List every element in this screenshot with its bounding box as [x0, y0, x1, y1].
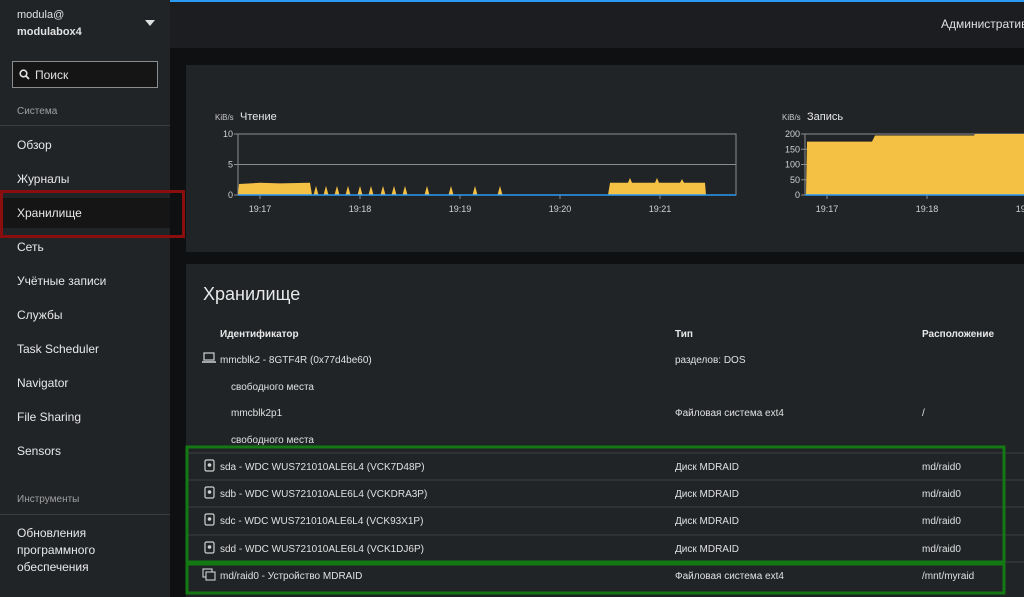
- chart-title: Запись: [807, 111, 843, 123]
- nav-item[interactable]: Task Scheduler: [17, 342, 100, 356]
- y-tick-label: 50: [790, 175, 800, 185]
- y-tick-label: 100: [785, 160, 800, 170]
- caret[interactable]: [145, 20, 155, 26]
- disk-icon: [204, 513, 215, 526]
- y-axis-label: KiB/s: [782, 113, 801, 122]
- disk-icon: [207, 545, 212, 549]
- divider: [0, 514, 170, 515]
- y-axis-label: KiB/s: [215, 113, 234, 122]
- cell-type: Диск MDRAID: [675, 516, 739, 527]
- search-box[interactable]: Поиск: [12, 61, 158, 88]
- divider: [0, 125, 170, 126]
- disk-icon: [204, 459, 215, 472]
- cell-id: sdc - WDC WUS721010ALE6L4 (VCK93X1P): [220, 516, 423, 527]
- cell-id: sdb - WDC WUS721010ALE6L4 (VCKDRA3P): [220, 489, 427, 500]
- x-tick-label: 19:19: [1016, 204, 1024, 214]
- highlight-box: [185, 445, 1006, 564]
- x-tick-label: 19:21: [649, 204, 672, 214]
- nav-item[interactable]: Обновления программного обеспечения: [17, 526, 96, 574]
- cell-id: md/raid0 - Устройство MDRAID: [220, 571, 362, 582]
- disk-icon: [204, 541, 215, 554]
- search-placeholder: Поиск: [35, 68, 69, 82]
- x-tick-label: 19:20: [549, 204, 572, 214]
- cell-type: разделов: DOS: [675, 355, 746, 366]
- chart-title: Чтение: [240, 111, 277, 123]
- cell-type: Диск MDRAID: [675, 462, 739, 473]
- top-bar: Административ: [170, 0, 1024, 48]
- disk-icon: [207, 490, 212, 494]
- section-title: Система: [17, 106, 58, 117]
- cell-type: Файловая система ext4: [675, 571, 784, 582]
- disk-icon: [207, 463, 212, 467]
- highlight-box: [185, 562, 1006, 595]
- cell-type: Файловая система ext4: [675, 408, 784, 419]
- highlight-box: [0, 190, 185, 238]
- column-header: Расположение: [922, 329, 994, 340]
- cell-id: свободного места: [231, 434, 314, 446]
- y-tick-label: 10: [223, 129, 233, 139]
- nav-item[interactable]: Хранилище: [17, 206, 82, 220]
- storage-card: [186, 264, 1024, 597]
- cell-location: md/raid0: [922, 544, 961, 555]
- disk-icon: [207, 517, 212, 521]
- x-tick-label: 19:19: [449, 204, 472, 214]
- column-header: Идентификатор: [220, 328, 299, 340]
- x-tick-label: 19:18: [916, 204, 939, 214]
- column-header: Тип: [675, 329, 693, 340]
- nav-item[interactable]: Учётные записи: [17, 274, 107, 288]
- section-title: Инструменты: [17, 494, 80, 505]
- cell-location: md/raid0: [922, 489, 961, 500]
- disk-icon: [204, 486, 215, 499]
- nav-item[interactable]: Navigator: [17, 376, 69, 390]
- cell-id: свободного места: [231, 381, 314, 393]
- cell-type: Диск MDRAID: [675, 489, 739, 500]
- sidebar: modula@ modulabox4 Поиск Система Обзор Жу…: [0, 0, 170, 597]
- top-accent: [170, 0, 1024, 2]
- x-tick-label: 19:17: [816, 204, 839, 214]
- y-tick-label: 150: [785, 144, 800, 154]
- search-icon: [19, 69, 30, 80]
- area: [806, 134, 1024, 195]
- cell-id: mmcblk2p1: [231, 408, 283, 419]
- nav-item[interactable]: File Sharing: [17, 410, 82, 424]
- cell-location: /: [922, 408, 925, 419]
- x-tick-label: 19:17: [249, 204, 272, 214]
- nav-item[interactable]: Службы: [17, 308, 63, 322]
- cell-id: sdd - WDC WUS721010ALE6L4 (VCK1DJ6P): [220, 544, 424, 555]
- cell-location: /mnt/myraid: [922, 571, 974, 582]
- y-tick-label: 0: [795, 190, 800, 200]
- nav-item[interactable]: Sensors: [17, 444, 62, 458]
- drive-icon: [203, 352, 215, 361]
- x-tick-label: 19:18: [349, 204, 372, 214]
- y-tick-label: 0: [228, 190, 233, 200]
- raid-icon: [205, 571, 216, 581]
- area: [238, 177, 706, 195]
- nav-item[interactable]: Журналы: [17, 172, 70, 186]
- nav-item[interactable]: Обзор: [17, 138, 52, 152]
- cell-location: md/raid0: [922, 462, 961, 473]
- y-tick-label: 200: [785, 129, 800, 139]
- header-title[interactable]: Административ: [941, 17, 1024, 31]
- section-title: Хранилище: [203, 284, 300, 304]
- host[interactable]: modulabox4: [17, 26, 82, 38]
- user: modula@: [17, 9, 65, 21]
- cell-location: md/raid0: [922, 516, 961, 527]
- cell-id: sda - WDC WUS721010ALE6L4 (VCK7D48P): [220, 462, 425, 473]
- cell-id: mmcblk2 - 8GTF4R (0x77d4be60): [220, 355, 372, 366]
- y-tick-label: 5: [228, 160, 233, 170]
- cell-type: Диск MDRAID: [675, 544, 739, 555]
- nav-item[interactable]: Сеть: [17, 240, 44, 254]
- nav-selected: [3, 198, 170, 228]
